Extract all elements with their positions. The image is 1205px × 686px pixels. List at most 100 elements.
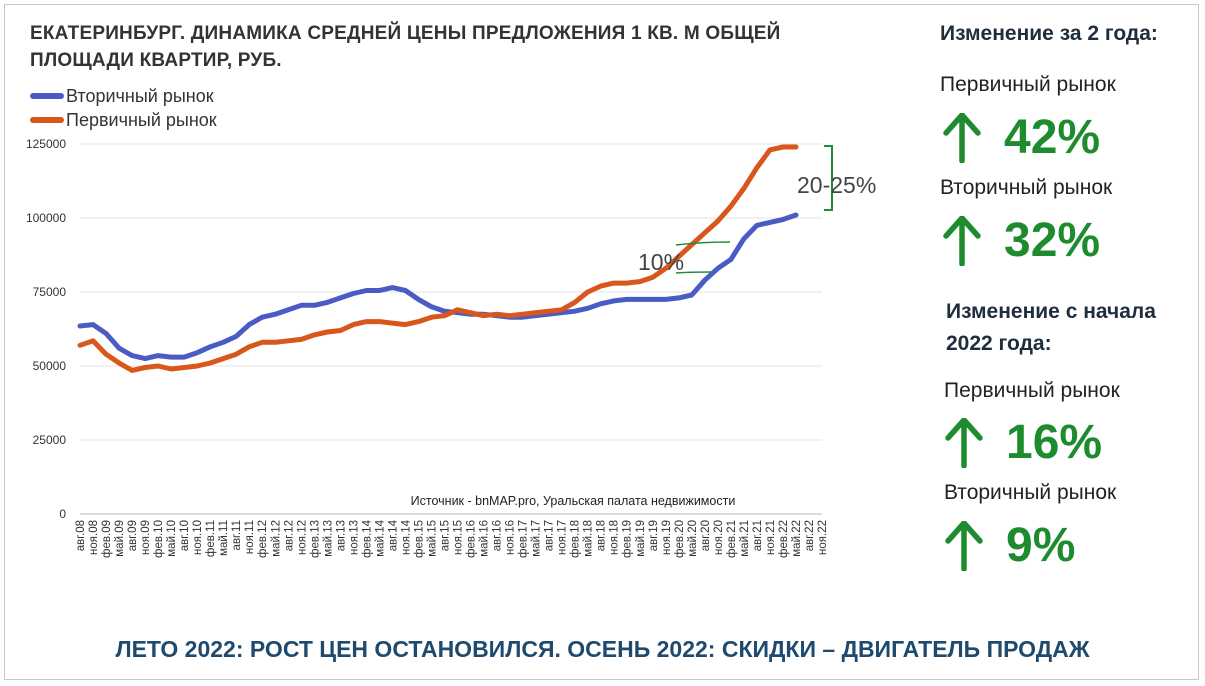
legend-swatch-primary xyxy=(30,117,64,123)
annotation-bracket-10 xyxy=(675,271,713,274)
x-tick-label: авг.09 xyxy=(127,520,139,551)
summary-value-secondary-2022-text: 9% xyxy=(1006,519,1076,572)
x-tick-label: май.14 xyxy=(374,519,386,556)
y-tick-label: 0 xyxy=(59,507,66,521)
x-tick-label: авг.16 xyxy=(492,520,504,551)
x-tick-label: авг.14 xyxy=(387,519,399,551)
x-tick-label: ноя.13 xyxy=(348,520,360,555)
x-tick-label: май.20 xyxy=(687,520,699,557)
x-tick-label: ноя.17 xyxy=(557,520,569,555)
x-tick-label: авг.20 xyxy=(700,520,712,551)
x-tick-label: авг.13 xyxy=(335,520,347,551)
summary-heading-2022: Изменение с начала 2022 года: xyxy=(946,300,1156,355)
x-tick-label: авг.21 xyxy=(752,520,764,551)
x-tick-label: май.12 xyxy=(270,520,282,557)
annotation-bracket-20-25 xyxy=(824,145,833,211)
legend-item-secondary: Вторичный рынок xyxy=(30,84,217,108)
summary-label-secondary-2y: Вторичный рынок xyxy=(940,176,1113,199)
x-tick-label: фев.09 xyxy=(101,520,113,558)
x-tick-label: фев.17 xyxy=(518,520,530,558)
x-tick-label: ноя.20 xyxy=(713,520,725,555)
x-tick-label: авг.08 xyxy=(75,520,87,551)
y-tick-label: 50000 xyxy=(33,359,67,373)
x-tick-label: май.18 xyxy=(583,520,595,557)
x-tick-label: авг.18 xyxy=(596,520,608,551)
x-tick-label: май.19 xyxy=(635,520,647,557)
summary-value-primary-2y-text: 42% xyxy=(1004,111,1101,164)
up-arrow-icon xyxy=(945,417,983,468)
chart-legend: Вторичный рынок Первичный рынок xyxy=(30,84,217,132)
series-line-primary xyxy=(77,144,799,373)
x-tick-label: май.16 xyxy=(479,520,491,557)
x-tick-label: фев.13 xyxy=(309,520,321,558)
x-tick-label: ноя.15 xyxy=(453,520,465,555)
up-arrow-icon xyxy=(945,520,983,571)
x-tick-label: авг.22 xyxy=(804,520,816,551)
x-tick-label: май.15 xyxy=(426,520,438,557)
x-tick-label: авг.15 xyxy=(439,520,451,551)
x-tick-label: май.09 xyxy=(114,520,126,557)
x-tick-label: фев.15 xyxy=(413,520,425,558)
annotation-10-percent: 10% xyxy=(638,249,684,275)
up-arrow-icon xyxy=(943,215,981,266)
y-tick-label: 25000 xyxy=(33,433,67,447)
x-tick-label: авг.17 xyxy=(544,520,556,551)
x-tick-label: ноя.18 xyxy=(609,520,621,555)
summary-value-primary-2022: 16% xyxy=(944,415,1102,470)
y-tick-label: 125000 xyxy=(26,137,66,151)
x-tick-label: ноя.08 xyxy=(88,520,100,555)
summary-label-primary-2y: Первичный рынок xyxy=(940,73,1116,96)
x-tick-label: ноя.09 xyxy=(140,520,152,555)
x-tick-label: ноя.21 xyxy=(765,520,777,555)
annotation-bracket-10 xyxy=(675,241,731,246)
summary-value-secondary-2y-text: 32% xyxy=(1004,214,1101,267)
legend-swatch-secondary xyxy=(30,93,64,99)
x-tick-label: авг.19 xyxy=(648,520,660,551)
x-tick-label: ноя.10 xyxy=(192,520,204,555)
x-tick-label: май.13 xyxy=(322,520,334,557)
x-tick-label: фев.10 xyxy=(153,520,165,558)
up-arrow-icon xyxy=(943,112,981,163)
x-tick-label: ноя.12 xyxy=(296,520,308,555)
x-tick-label: фев.22 xyxy=(778,520,790,558)
source-note: Источник - bnMAP.pro, Уральская палата н… xyxy=(411,494,736,508)
summary-label-primary-2022: Первичный рынок xyxy=(944,379,1120,402)
summary-heading-2years: Изменение за 2 года: xyxy=(940,22,1158,45)
x-tick-label: май.11 xyxy=(218,520,230,556)
x-tick-label: май.22 xyxy=(791,520,803,557)
footer-headline: ЛЕТО 2022: РОСТ ЦЕН ОСТАНОВИЛСЯ. ОСЕНЬ 2… xyxy=(115,636,1090,662)
x-tick-label: авг.12 xyxy=(283,520,295,551)
x-tick-label: фев.21 xyxy=(726,520,738,558)
y-tick-label: 75000 xyxy=(33,285,67,299)
x-tick-label: фев.11 xyxy=(205,520,217,557)
legend-label-primary: Первичный рынок xyxy=(66,109,217,130)
x-tick-label: май.17 xyxy=(531,520,543,557)
x-tick-label: фев.12 xyxy=(257,520,269,558)
chart-title: ЕКАТЕРИНБУРГ. ДИНАМИКА СРЕДНЕЙ ЦЕНЫ ПРЕД… xyxy=(30,23,781,71)
x-tick-label: фев.19 xyxy=(622,520,634,558)
slide-frame xyxy=(4,4,1199,680)
x-tick-label: май.10 xyxy=(166,520,178,557)
x-tick-label: фев.20 xyxy=(674,520,686,558)
x-tick-label: ноя.11 xyxy=(244,520,256,554)
x-tick-label: фев.18 xyxy=(570,520,582,558)
summary-label-secondary-2022: Вторичный рынок xyxy=(944,481,1117,504)
summary-value-primary-2y: 42% xyxy=(942,110,1100,165)
x-tick-label: авг.10 xyxy=(179,520,191,551)
x-tick-label: ноя.14 xyxy=(400,519,412,555)
series-line-secondary xyxy=(77,212,799,362)
x-tick-label: фев.14 xyxy=(361,519,373,558)
summary-value-secondary-2022: 9% xyxy=(944,518,1075,573)
x-tick-label: ноя.19 xyxy=(661,520,673,555)
annotation-20-25-percent: 20-25% xyxy=(797,172,876,198)
x-tick-label: авг.11 xyxy=(231,520,243,550)
y-tick-label: 100000 xyxy=(26,211,66,225)
x-tick-label: ноя.22 xyxy=(817,520,829,555)
legend-label-secondary: Вторичный рынок xyxy=(66,85,214,106)
legend-item-primary: Первичный рынок xyxy=(30,108,217,132)
x-tick-label: фев.16 xyxy=(466,520,478,558)
summary-value-secondary-2y: 32% xyxy=(942,213,1100,268)
summary-value-primary-2022-text: 16% xyxy=(1006,416,1103,469)
x-tick-label: ноя.16 xyxy=(505,520,517,555)
